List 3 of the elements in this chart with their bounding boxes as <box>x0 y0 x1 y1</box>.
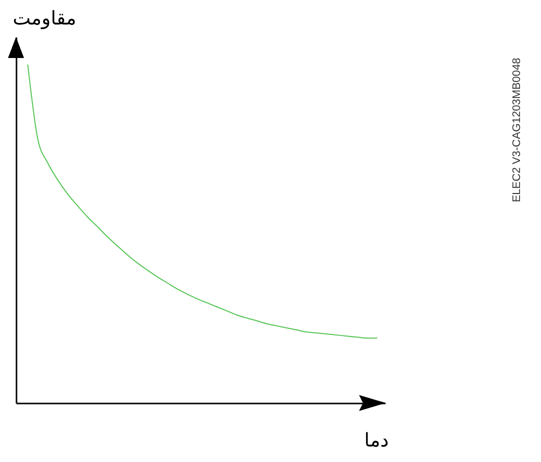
y-axis-title: مقاومت <box>12 8 76 30</box>
text: ELEC2 V3-CAG1203MB0048 <box>511 58 523 202</box>
x-axis-title: دما <box>364 430 389 452</box>
